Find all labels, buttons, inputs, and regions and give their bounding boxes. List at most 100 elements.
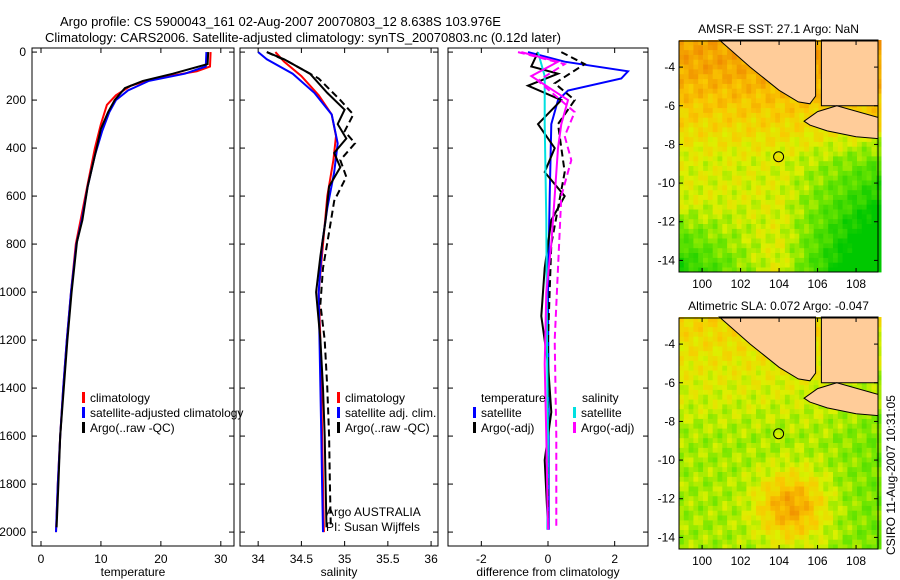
heatmap-cell [756,218,762,224]
heatmap-cell [857,165,863,171]
heatmap-cell [717,247,723,253]
heatmap-cell [707,428,714,434]
heatmap-cell [789,404,795,410]
heatmap-cell [813,384,819,390]
heatmap-cell [707,529,714,535]
heatmap-cell [861,418,867,424]
heatmap-cell [861,107,867,113]
heatmap-cell [784,122,791,128]
x-tick-label: 10 [94,552,108,566]
argo-float-marker [773,151,785,163]
heatmap-cell [828,252,834,258]
heatmap-cell [756,350,762,357]
heatmap-cell [857,452,863,458]
heatmap-cell [799,442,805,448]
heatmap-cell [683,457,689,463]
heatmap-cell [861,156,867,162]
heatmap-cell [847,529,853,535]
heatmap-cell [799,252,805,258]
heatmap-cell [861,481,867,487]
heatmap-cell [789,476,795,482]
heatmap-cell [736,346,742,352]
heatmap-cell [736,223,742,229]
heatmap-cell [698,350,704,357]
heatmap-cell [717,252,723,258]
heatmap-cell [683,384,689,390]
heatmap-cell [756,238,762,244]
heatmap-cell [861,189,867,195]
heatmap-cell [712,423,718,429]
heatmap-cell [751,544,757,550]
heatmap-cell [804,520,810,526]
heatmap-cell [857,539,863,545]
heatmap-cell [751,69,757,75]
heatmap-cell [760,238,766,244]
legend-header-temperature: temperature [481,391,546,405]
heatmap-cell [741,413,747,419]
heatmap-cell [866,437,872,443]
heatmap-cell [808,384,815,390]
heatmap-cell [741,247,747,253]
heatmap-cell [707,83,714,89]
heatmap-cell [746,165,752,171]
heatmap-cell [794,404,800,410]
heatmap-cell [765,141,771,147]
heatmap-cell [780,136,786,142]
heatmap-cell [688,389,694,395]
heatmap-cell [828,199,834,205]
heatmap-cell [760,146,766,152]
heatmap-cell [833,437,839,443]
heatmap-cell [842,228,848,234]
heatmap-cell [775,520,781,526]
heatmap-cell [693,247,699,253]
heatmap-cell [847,160,853,166]
heatmap-cell [828,462,834,468]
heatmap-cell [731,238,738,244]
heatmap-cell [679,529,685,535]
heatmap-cell [722,199,728,205]
heatmap-cell [871,515,877,521]
heatmap-cell [688,375,694,381]
heatmap-cell [736,83,742,89]
heatmap-cell [857,185,863,191]
heatmap-cell [727,466,733,472]
heatmap-cell [679,462,685,468]
heatmap-cell [712,136,718,142]
heatmap-cell [852,267,858,273]
heatmap-cell [775,165,781,171]
heatmap-cell [679,122,685,128]
heatmap-cell [693,156,699,162]
heatmap-cell [876,252,882,258]
heatmap-cell [837,185,843,191]
heatmap-cell [698,141,704,147]
heatmap-cell [760,466,766,472]
heatmap-cell [770,102,776,109]
heatmap-cell [712,83,718,89]
heatmap-cell [683,466,689,472]
heatmap-cell [736,408,742,415]
heatmap-cell [876,160,882,166]
heatmap-cell [818,495,824,501]
heatmap-cell [799,151,805,157]
heatmap-cell [818,247,824,253]
heatmap-cell [707,515,714,521]
heatmap-cell [866,214,872,220]
heatmap-cell [823,418,829,424]
heatmap-cell [780,199,786,205]
heatmap-cell [799,136,805,142]
heatmap-cell [760,355,766,361]
heatmap-cell [818,257,824,263]
heatmap-cell [765,466,771,472]
heatmap-cell [852,194,858,200]
heatmap-cell [727,112,733,118]
heatmap-cell [847,267,853,273]
heatmap-cell [727,457,733,463]
heatmap-cell [799,452,805,458]
heatmap-cell [799,107,805,113]
heatmap-cell [799,189,805,195]
heatmap-cell [837,447,843,453]
heatmap-cell [842,233,848,239]
heatmap-cell [693,341,699,347]
heatmap-cell [693,457,699,463]
heatmap-cell [871,170,877,176]
